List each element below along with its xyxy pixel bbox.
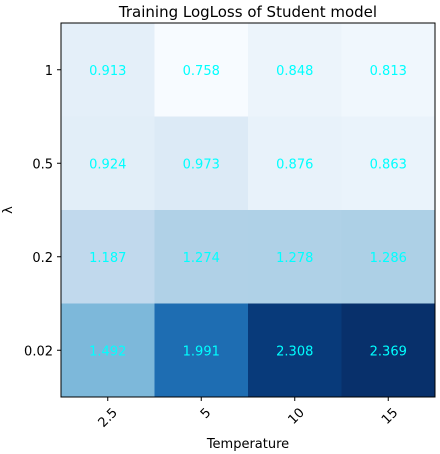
heatmap-cell — [248, 303, 342, 398]
chart-title: Training LogLoss of Student model — [118, 3, 377, 21]
cell-value-label: 0.876 — [276, 157, 313, 172]
cell-value-label: 1.187 — [89, 251, 126, 266]
heatmap-cell — [154, 303, 249, 398]
heatmap-cell — [61, 23, 155, 117]
cell-value-label: 0.813 — [370, 64, 407, 79]
heatmap-cell — [248, 116, 342, 211]
x-tick-label: 5 — [198, 405, 214, 421]
cell-value-label: 0.973 — [183, 157, 220, 172]
heatmap-cell-labels: 0.913 0.758 0.848 0.813 0.924 0.973 0.876 0.863… — [89, 64, 407, 360]
cell-value-label: 0.848 — [276, 64, 313, 79]
cell-value-label: 2.308 — [276, 344, 313, 359]
heatmap-cell — [61, 116, 155, 211]
cell-value-label: 1.991 — [183, 344, 220, 359]
x-tick-label: 10 — [285, 405, 307, 427]
cell-value-label: 1.286 — [370, 251, 407, 266]
cell-value-label: 1.492 — [89, 344, 126, 359]
y-tick-label: 0.02 — [24, 344, 53, 359]
y-tick-label: 1 — [45, 64, 53, 79]
cell-value-label: 0.924 — [89, 157, 126, 172]
cell-value-label: 0.913 — [89, 64, 126, 79]
x-tick-label: 15 — [379, 405, 401, 427]
heatmap-cell — [341, 303, 436, 398]
y-tick-label: 0.5 — [32, 157, 53, 172]
cell-value-label: 1.274 — [183, 251, 220, 266]
x-tick-label: 2.5 — [96, 405, 121, 430]
heatmap-cell — [154, 116, 249, 211]
plot-frame — [60, 22, 436, 398]
heatmap-cell — [154, 23, 249, 117]
heatmap-cell — [341, 210, 436, 304]
cell-value-label: 0.758 — [183, 64, 220, 79]
heatmap-cell — [61, 303, 155, 398]
heatmap-cells — [61, 23, 436, 398]
y-axis-ticks: 1 0.5 0.2 0.02 — [24, 64, 61, 359]
cell-value-label: 1.278 — [276, 251, 313, 266]
y-axis-label: λ — [1, 206, 16, 214]
heatmap-cell — [341, 116, 436, 211]
y-tick-label: 0.2 — [32, 251, 53, 266]
heatmap-cell — [61, 210, 155, 304]
heatmap-cell — [248, 23, 342, 117]
cell-value-label: 2.369 — [370, 344, 407, 359]
x-axis-label: Temperature — [206, 437, 289, 452]
heatmap-cell — [341, 23, 436, 117]
heatmap-cell — [154, 210, 249, 304]
heatmap-cell — [248, 210, 342, 304]
x-axis-ticks: 2.5 5 10 15 — [96, 397, 401, 431]
cell-value-label: 0.863 — [370, 157, 407, 172]
